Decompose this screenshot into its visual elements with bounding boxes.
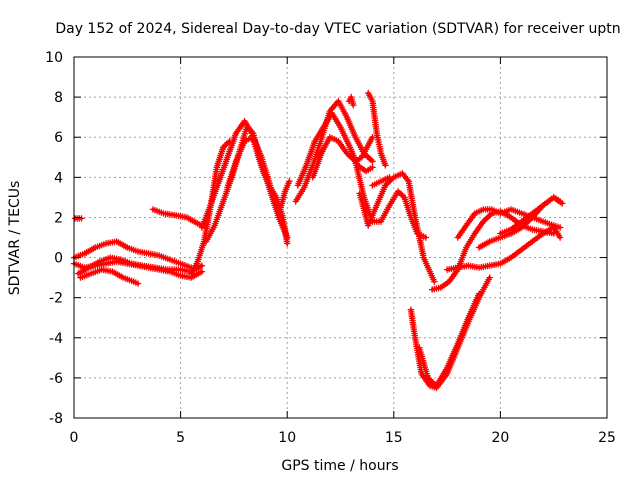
series-markers [365, 89, 389, 169]
series-arc-12 [292, 97, 376, 205]
x-axis-label: GPS time / hours [281, 458, 398, 474]
series-markers [369, 174, 393, 189]
series-markers [345, 93, 357, 109]
x-tick-label: 15 [385, 430, 403, 446]
series-arc-16 [365, 89, 389, 169]
y-tick-label: 10 [45, 50, 63, 66]
x-tick-label: 10 [278, 430, 296, 446]
x-tick-label: 0 [70, 430, 79, 446]
series-arc-14 [309, 134, 376, 181]
x-tick-labels: 0 5 10 15 20 25 [70, 430, 616, 446]
series-markers [356, 170, 438, 285]
chart-title: Day 152 of 2024, Sidereal Day-to-day VTE… [55, 21, 620, 37]
series-arc-25 [443, 224, 564, 273]
series-arc-06 [149, 206, 206, 229]
series-arc-26 [497, 194, 566, 237]
y-tick-label: -4 [49, 331, 63, 347]
series-arc-19 [369, 174, 393, 189]
data-series [70, 89, 566, 392]
y-tick-label: 0 [54, 251, 63, 267]
ticks [73, 56, 608, 419]
y-tick-label: 2 [54, 210, 63, 226]
series-arc-15 [345, 93, 357, 109]
x-tick-label: 20 [491, 430, 509, 446]
series-markers [224, 134, 291, 241]
series-markers [443, 224, 564, 273]
series-arc-10 [224, 134, 291, 241]
series-arc-01 [71, 215, 85, 222]
series-arc-18 [356, 170, 438, 285]
x-tick-label: 25 [598, 430, 616, 446]
y-axis-label: SDTVAR / TECUs [7, 181, 23, 296]
series-markers [416, 290, 483, 390]
grid [74, 57, 607, 418]
series-markers [277, 178, 293, 211]
y-tick-labels: -8 -6 -4 -2 0 2 4 6 8 10 [45, 50, 63, 427]
y-tick-label: -6 [49, 371, 63, 387]
series-markers [149, 206, 206, 229]
y-tick-label: 6 [54, 130, 63, 146]
y-tick-label: 8 [54, 90, 63, 106]
series-arc-05 [77, 266, 142, 287]
series-arc-04 [75, 254, 206, 277]
series-arc-21 [416, 290, 483, 390]
series-markers [309, 134, 376, 181]
series-arc-11 [277, 178, 293, 211]
x-tick-label: 5 [176, 430, 185, 446]
series-markers [77, 266, 142, 287]
y-tick-label: -2 [49, 291, 63, 307]
series-arc-13 [294, 110, 376, 189]
plot-frame [73, 56, 608, 419]
y-tick-label: 4 [54, 170, 63, 186]
y-tick-label: -8 [49, 411, 63, 427]
series-markers [294, 110, 376, 189]
series-markers [71, 215, 85, 222]
series-markers [497, 194, 566, 237]
